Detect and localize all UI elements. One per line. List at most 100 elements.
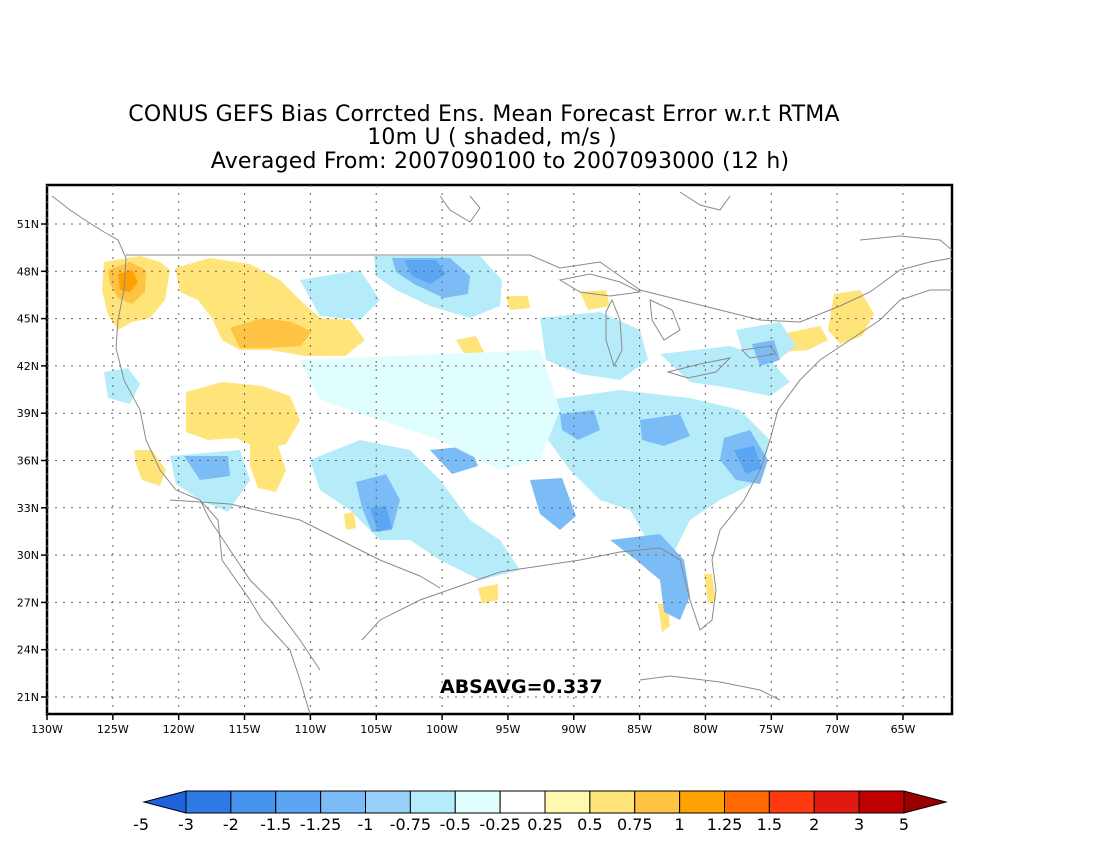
- lon-tick-label: 90W: [561, 723, 586, 736]
- absavg-label: ABSAVG=0.337: [440, 676, 603, 698]
- colorbar-label: -0.5: [440, 815, 471, 834]
- title-line-3: Averaged From: 2007090100 to 2007093000 …: [210, 149, 790, 174]
- shade-positive-fl-e: [704, 574, 716, 604]
- lon-tick-label: 120W: [163, 723, 195, 736]
- colorbar-swatch: [768, 790, 815, 814]
- shade-negative-ky: [640, 414, 690, 446]
- shade-negative-tx: [310, 440, 520, 580]
- shade-negative-ga: [610, 534, 690, 620]
- lon-tick-label: 85W: [627, 723, 652, 736]
- border-mexico: [169, 499, 441, 589]
- colorbar-swatch: [679, 790, 725, 814]
- lat-axis: 51N 48N 45N 42N 39N 36N 33N 30N 27N 24N 21N: [17, 218, 47, 704]
- shade-negative-tx-max: [370, 506, 392, 532]
- lat-tick-label: 24N: [17, 644, 39, 657]
- shade-positive-mn: [506, 296, 530, 310]
- coast-north: [439, 195, 481, 223]
- shade-negative-nd-max: [404, 260, 446, 284]
- shade-positive-az: [250, 440, 286, 492]
- shaded-field: [102, 256, 874, 632]
- colorbar-label: 5: [899, 815, 909, 834]
- coast-newfoundland: [859, 235, 953, 251]
- coast-west: [51, 195, 311, 715]
- lat-tick-label: 42N: [17, 360, 39, 373]
- lat-tick-label: 30N: [17, 549, 39, 562]
- coast-hudson: [679, 191, 731, 211]
- shade-positive-nv: [186, 382, 300, 450]
- shade-negative-plains: [300, 350, 560, 470]
- shade-positive-gulf: [478, 584, 498, 604]
- lon-tick-label: 65W: [891, 723, 916, 736]
- lat-tick-label: 36N: [17, 455, 39, 468]
- shade-negative-central-core: [560, 410, 600, 440]
- colorbar-label: 2: [809, 815, 819, 834]
- colorbar-swatch: [858, 790, 905, 814]
- colorbar-label: -1.25: [300, 815, 341, 834]
- colorbar-label: 1.5: [757, 815, 782, 834]
- lon-tick-label: 105W: [360, 723, 392, 736]
- shade-positive-ca: [134, 450, 166, 486]
- lake-michigan: [605, 298, 623, 368]
- shade-negative-ne-core: [752, 340, 780, 366]
- colorbar-label: -2: [223, 815, 239, 834]
- shade-negative-sw: [170, 450, 250, 512]
- shade-negative-central: [548, 390, 770, 560]
- lat-tick-label: 27N: [17, 596, 39, 609]
- lat-tick-label: 39N: [17, 407, 39, 420]
- colorbar-label: 0.5: [577, 815, 602, 834]
- title-line-1: CONUS GEFS Bias Corrcted Ens. Mean Forec…: [128, 102, 840, 127]
- lat-tick-label: 48N: [17, 265, 39, 278]
- colorbar-swatch: [724, 790, 770, 814]
- coast-gulf: [361, 289, 952, 641]
- colorbar-swatch: [365, 790, 411, 814]
- colorbar-label: -3: [178, 815, 194, 834]
- lon-axis: 130W 125W 120W 115W 110W 105W 100W 95W 90W 85W 80W…: [31, 714, 916, 736]
- colorbar-swatch: [185, 790, 232, 814]
- shade-negative-midwest: [540, 312, 648, 380]
- colorbar-swatch: [544, 790, 591, 814]
- lat-tick-label: 45N: [17, 313, 39, 326]
- lake-huron: [649, 299, 681, 341]
- colorbar-label: 1.25: [707, 815, 743, 834]
- lon-tick-label: 70W: [825, 723, 850, 736]
- colorbar-label: 1: [675, 815, 685, 834]
- lon-tick-label: 75W: [759, 723, 784, 736]
- colorbar-label: -0.75: [390, 815, 431, 834]
- lake-ontario: [740, 345, 777, 359]
- colorbar-swatch: [499, 790, 546, 814]
- colorbar-arrow-low: [142, 790, 187, 814]
- shade-positive-nw-max: [118, 270, 138, 292]
- colorbar-swatch: [589, 790, 636, 814]
- shade-positive-idaho-core: [230, 318, 312, 348]
- shade-negative-va-core: [734, 446, 762, 474]
- colorbar-label: -1.5: [260, 815, 291, 834]
- lon-tick-label: 100W: [426, 723, 458, 736]
- lon-tick-label: 115W: [229, 723, 261, 736]
- coast-cuba: [639, 675, 781, 701]
- graticule: [46, 185, 952, 714]
- lake-superior: [558, 273, 642, 297]
- lon-tick-label: 95W: [495, 723, 520, 736]
- colorbar: -5 -3 -2 -1.5 -1.25 -1 -0.75 -0.5 -0.25 0.25 0.5 0.…: [133, 790, 948, 834]
- lat-tick-label: 51N: [17, 218, 39, 231]
- shade-negative-sw-core: [184, 456, 230, 480]
- colorbar-label: 0.25: [527, 815, 563, 834]
- colorbar-swatch: [634, 790, 681, 814]
- lon-tick-label: 110W: [294, 723, 326, 736]
- coast-baja: [199, 499, 321, 671]
- colorbar-label: -0.25: [479, 815, 520, 834]
- colorbar-swatch: [320, 790, 366, 814]
- colorbar-swatch: [409, 790, 456, 814]
- colorbar-arrow-high: [903, 790, 948, 814]
- colorbar-label: 3: [854, 815, 864, 834]
- colorbar-swatch: [230, 790, 277, 814]
- lon-tick-label: 125W: [97, 723, 129, 736]
- lake-erie: [666, 357, 732, 379]
- shade-positive-tx: [344, 512, 356, 530]
- shade-positive-me: [828, 290, 874, 344]
- colorbar-swatch: [813, 790, 860, 814]
- coastline-lines: [51, 191, 953, 715]
- lat-tick-label: 21N: [17, 691, 39, 704]
- shade-negative-wy: [300, 270, 380, 320]
